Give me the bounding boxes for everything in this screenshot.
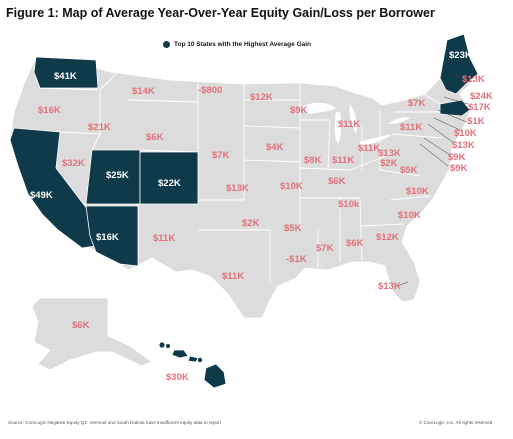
label-mo: $10K — [280, 181, 303, 192]
label-ak: $6K — [72, 320, 90, 331]
label-or: $16K — [38, 105, 61, 116]
leader-lines — [397, 73, 469, 287]
state-wa — [33, 56, 99, 89]
state-hi — [171, 349, 227, 389]
label-nv: $32K — [62, 158, 85, 169]
label-vt: $13K — [462, 74, 485, 85]
label-nj: $13K — [452, 140, 475, 151]
state-co — [139, 151, 199, 205]
state-ca — [9, 127, 97, 249]
label-mn: $9K — [290, 105, 308, 116]
label-ks: $13K — [226, 183, 249, 194]
label-md: $9K — [450, 163, 468, 174]
label-ga: $12K — [376, 232, 399, 243]
label-ma: $24K — [470, 91, 493, 102]
label-ca: $49K — [30, 190, 53, 201]
legend-marker — [163, 41, 170, 48]
source-note: Source: CoreLogic Negative Equity Q2. Ve… — [8, 420, 221, 425]
label-ne: $7K — [212, 150, 230, 161]
hawaii-small-islands — [159, 342, 203, 363]
copyright-note: © CoreLogic, Inc. All rights reserved — [419, 420, 493, 425]
label-ia: $4K — [266, 142, 284, 153]
label-co: $22K — [158, 178, 181, 189]
label-ar: $5K — [284, 223, 302, 234]
state-ak — [31, 297, 153, 371]
label-ny: $13K — [378, 148, 401, 159]
legend-label: Top 10 States with the Highest Average G… — [174, 41, 312, 48]
label-ok: $2K — [242, 218, 260, 229]
legend: Top 10 States with the Highest Average G… — [163, 41, 311, 48]
label-al: $6K — [346, 238, 364, 249]
label-ct: $10K — [454, 128, 477, 139]
state-labels: $41K $16K $49K $21K $32K $14K $6K $25K $… — [30, 50, 493, 383]
label-nc: $10K — [406, 186, 429, 197]
state-az — [85, 205, 139, 267]
label-la: -$1K — [286, 254, 307, 265]
label-nm: $11K — [153, 233, 175, 244]
label-me: $23K — [449, 50, 472, 61]
label-de: $9K — [448, 152, 466, 163]
great-lakes — [300, 102, 410, 146]
label-sd: $12K — [250, 92, 273, 103]
state-me — [439, 33, 479, 95]
label-wi: $11K — [338, 119, 360, 130]
top-10-states — [9, 33, 479, 389]
label-hi: $30K — [166, 372, 189, 383]
label-va: $5K — [400, 165, 418, 176]
label-oh: $11K — [400, 122, 422, 133]
label-nd: -$800 — [198, 85, 222, 96]
label-mi: $11K — [332, 155, 354, 166]
label-wv: $2K — [380, 158, 398, 169]
page-title: Figure 1: Map of Average Year-Over-Year … — [6, 6, 435, 20]
label-mt: $14K — [132, 86, 155, 97]
label-ri: -$1K — [464, 116, 485, 127]
label-az: $16K — [96, 232, 119, 243]
label-il: $8K — [304, 155, 322, 166]
label-pa: $7K — [408, 98, 426, 109]
state-ma — [439, 99, 471, 117]
label-nh: $17K — [468, 102, 491, 113]
label-id: $21K — [88, 122, 111, 133]
label-fl: $13K — [378, 281, 401, 292]
label-sc: $10K — [398, 210, 421, 221]
label-tn: $10k — [338, 199, 360, 210]
label-ky: $6K — [328, 176, 346, 187]
label-wa: $41K — [54, 71, 77, 82]
label-in: $11K — [358, 143, 380, 154]
label-wy: $6K — [146, 132, 164, 143]
label-ut: $25K — [106, 170, 129, 181]
label-ms: $7K — [316, 243, 334, 254]
label-tx: $11K — [222, 271, 244, 282]
